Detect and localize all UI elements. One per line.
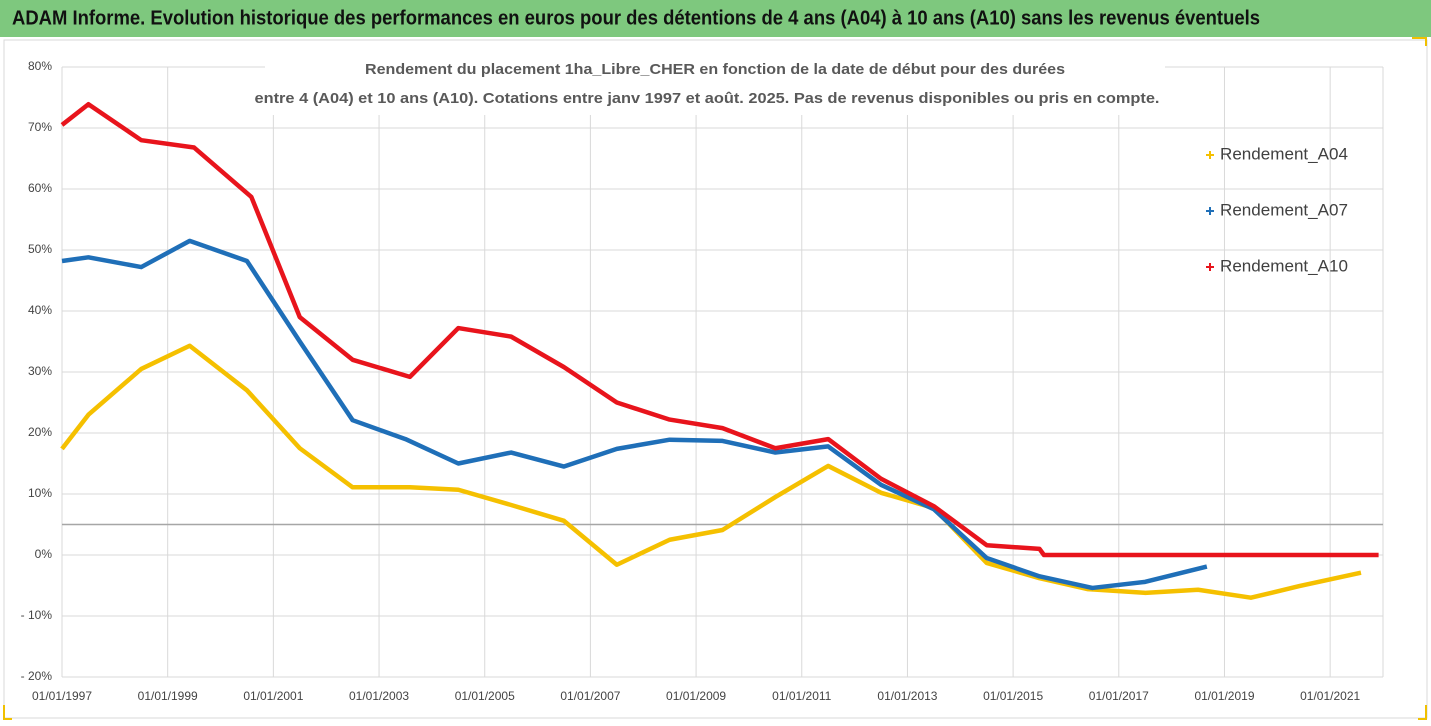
x-tick-label: 01/01/1999	[138, 689, 198, 703]
x-tick-label: 01/01/2019	[1194, 689, 1254, 703]
legend-marker	[1206, 151, 1214, 159]
x-tick-label: 01/01/1997	[32, 689, 92, 703]
y-tick-label: - 10%	[21, 608, 53, 622]
y-tick-label: 80%	[28, 59, 52, 73]
legend-label: Rendement_A07	[1220, 200, 1348, 219]
y-tick-label: 70%	[28, 120, 52, 134]
y-tick-label: 60%	[28, 181, 52, 195]
x-tick-label: 01/01/2017	[1089, 689, 1149, 703]
chart-subtitle: Rendement du placement 1ha_Libre_CHER en…	[365, 61, 1065, 78]
series-line	[60, 101, 1379, 558]
legend-label: Rendement_A04	[1220, 144, 1348, 163]
y-tick-label: 0%	[35, 547, 53, 561]
x-tick-label: 01/01/2009	[666, 689, 726, 703]
y-tick-label: 50%	[28, 242, 52, 256]
series-line	[60, 343, 1362, 600]
legend-marker	[1206, 207, 1214, 215]
chart-frame	[3, 39, 1428, 719]
x-tick-label: 01/01/2001	[243, 689, 303, 703]
x-tick-label: 01/01/2011	[772, 689, 831, 703]
x-tick-label: 01/01/2021	[1300, 689, 1360, 703]
series-line	[61, 238, 1208, 591]
y-tick-label: 10%	[28, 486, 52, 500]
x-tick-label: 01/01/2013	[877, 689, 937, 703]
chart-subtitle: entre 4 (A04) et 10 ans (A10). Cotations…	[255, 90, 1160, 107]
legend-marker	[1206, 263, 1214, 271]
y-tick-label: - 20%	[21, 669, 53, 683]
x-tick-label: 01/01/2007	[560, 689, 620, 703]
corner-marks	[3, 37, 1427, 720]
legend-label: Rendement_A10	[1220, 256, 1348, 275]
x-tick-label: 01/01/2005	[455, 689, 515, 703]
page-title: ADAM Informe. Evolution historique des p…	[12, 7, 1260, 29]
x-tick-label: 01/01/2003	[349, 689, 409, 703]
y-tick-label: 30%	[28, 364, 52, 378]
y-tick-label: 40%	[28, 303, 52, 317]
y-tick-label: 20%	[28, 425, 52, 439]
x-tick-label: 01/01/2015	[983, 689, 1043, 703]
subtitle-bg	[265, 55, 1165, 115]
header-bar	[0, 0, 1431, 37]
